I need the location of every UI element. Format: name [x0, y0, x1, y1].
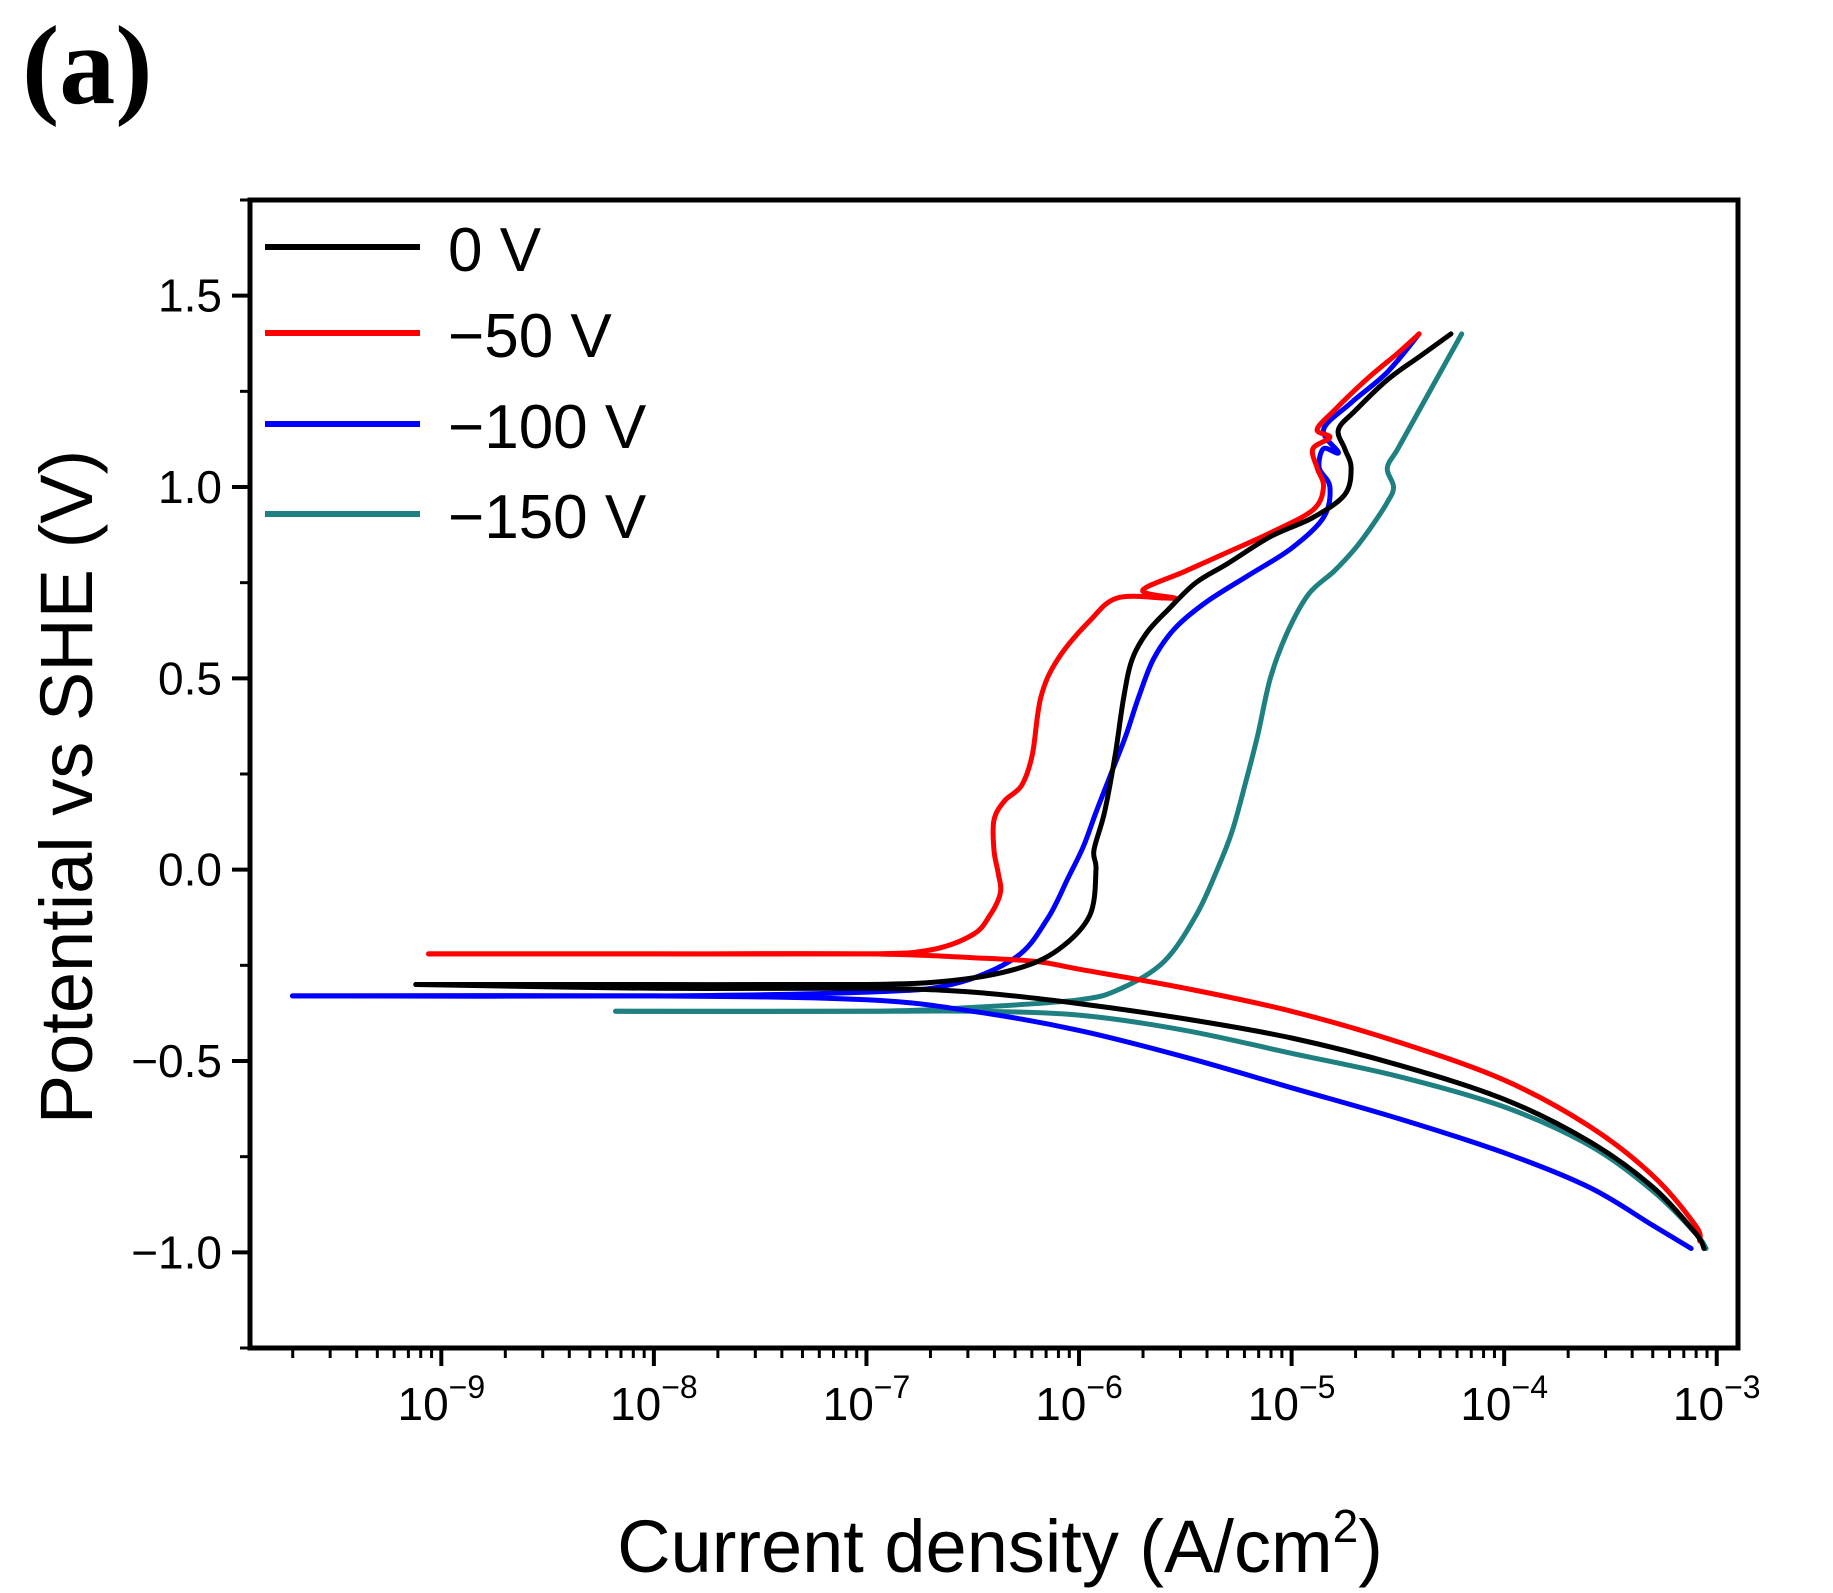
curves-layer — [290, 331, 1709, 1251]
y-axis-label: Potential vs SHE (V) — [25, 450, 108, 1124]
x-tick-label: 10−7 — [823, 1369, 911, 1430]
series-0-cathodic-line — [413, 982, 1707, 1251]
y-tick-label: 0.0 — [158, 844, 222, 896]
y-tick-label: −0.5 — [131, 1035, 222, 1087]
series-3-cathodic-line — [613, 1008, 1709, 1251]
y-tick-label: 1.5 — [158, 270, 222, 322]
series-3-anodic-line — [613, 331, 1465, 1015]
legend-label-2: −100 V — [448, 393, 647, 462]
legend-label-0: 0 V — [448, 216, 542, 285]
series-0-anodic-line — [413, 331, 1454, 988]
legend: 0 V −50 V −100 V −150 V — [265, 216, 647, 552]
series-1-anodic-line — [426, 331, 1422, 957]
y-tick-label: 1.0 — [158, 461, 222, 513]
series-2-cathodic-line — [290, 993, 1694, 1251]
y-tick-label: −1.0 — [131, 1226, 222, 1278]
y-tick-label: 0.5 — [158, 652, 222, 704]
plot-frame — [247, 197, 1741, 1351]
series-1-cathodic-line — [426, 951, 1703, 1244]
panel-label: (a) — [22, 4, 153, 128]
x-tick-label: 10−3 — [1673, 1369, 1761, 1430]
x-tick-label: 10−5 — [1248, 1369, 1336, 1430]
legend-label-3: −150 V — [448, 483, 647, 552]
x-tick-label: 10−8 — [610, 1369, 698, 1430]
x-axis-label: Current density (A/cm2) — [617, 1500, 1383, 1588]
legend-label-1: −50 V — [448, 302, 612, 371]
x-tick-label: 10−6 — [1035, 1369, 1123, 1430]
x-tick-label: 10−9 — [397, 1369, 485, 1430]
ticks-layer: 1.5 1.0 0.5 0.0 −0.5 −1.0 10−9 10−8 10−7 10−6 10−5… — [131, 198, 1761, 1430]
x-tick-label: 10−4 — [1460, 1369, 1548, 1430]
